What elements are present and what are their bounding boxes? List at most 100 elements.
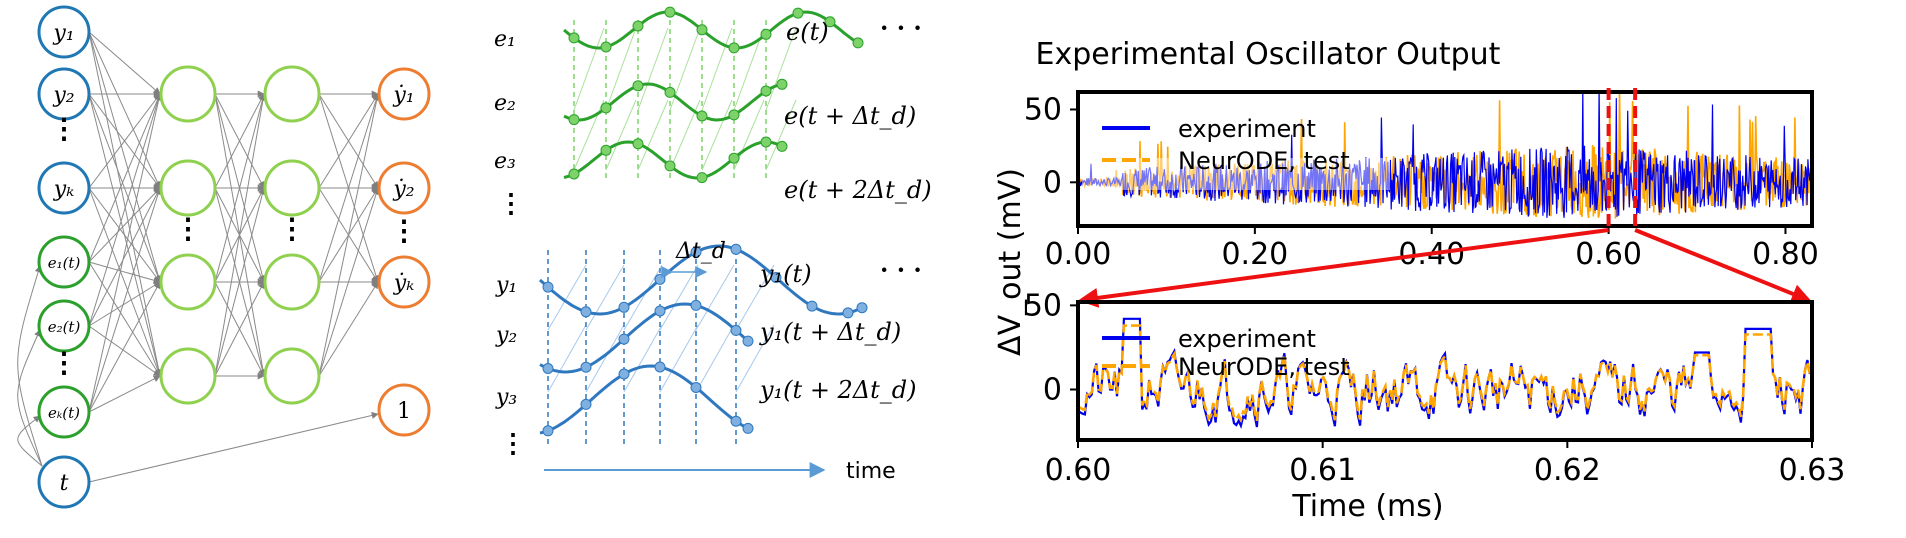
- edge-input-hidden: [88, 31, 161, 95]
- top-legend: experiment NeurODE, test: [1102, 115, 1350, 175]
- blue-diagonal: [623, 324, 663, 393]
- edge-input-hidden: [88, 93, 163, 413]
- delta-t-label: Δt_d: [675, 239, 726, 264]
- blue-series-point: [690, 299, 702, 311]
- green-series-line: [563, 140, 781, 180]
- input-vdots-2: ⋮: [50, 346, 78, 379]
- oscillator-charts: Experimental Oscillator Output 0.00 0.20 0…: [993, 37, 1845, 524]
- green-series-label-2: e(t + Δt_d): [784, 102, 916, 130]
- top-x-tick-label: 0.20: [1221, 237, 1288, 272]
- blue-series-point: [730, 243, 742, 255]
- blue-diagonal: [695, 264, 735, 331]
- green-series-point: [632, 20, 644, 32]
- blue-series-point: [730, 324, 742, 336]
- blue-series-point: [542, 363, 554, 374]
- hidden-node: [159, 65, 217, 123]
- delay-embedding-diagram: e₁ e₂ e₃ ⋮ e(t) · · · e(t + Δt_d) e(t + …: [494, 6, 932, 484]
- blue-series-point: [742, 422, 754, 434]
- hidden-node: [159, 159, 217, 217]
- green-diagonal: [637, 27, 669, 111]
- x-axis-label: Time (ms): [1291, 489, 1443, 524]
- edge-hidden-hidden: [214, 93, 265, 189]
- edge-hidden-output: [318, 281, 379, 377]
- chart-title: Experimental Oscillator Output: [1036, 37, 1501, 72]
- edge-hidden-hidden: [214, 281, 265, 377]
- output-node-1: ẏ₁: [377, 67, 431, 121]
- input-node-ek: eₖ(t): [37, 385, 91, 439]
- output-node-one: 1: [377, 383, 431, 437]
- blue-diagonal: [735, 264, 775, 331]
- blue-row-label-2: y₂: [495, 323, 517, 348]
- hidden-node: [159, 253, 217, 311]
- green-series-point: [696, 24, 708, 36]
- green-series-point: [568, 114, 580, 126]
- bottom-x-tick-label: 0.63: [1779, 453, 1846, 488]
- edge-input-hidden: [88, 281, 161, 327]
- green-series-point: [600, 41, 612, 53]
- blue-series-point: [654, 305, 666, 317]
- blue-series-line: [539, 302, 750, 374]
- green-diagonal: [573, 99, 605, 171]
- blue-series-point: [654, 273, 666, 285]
- top-x-tick-label: 0.80: [1752, 237, 1819, 272]
- input-node-y2: y₂: [37, 67, 91, 121]
- input-label-e1: e₁(t): [48, 254, 81, 272]
- green-series-point: [664, 6, 676, 18]
- hidden-node: [263, 65, 321, 123]
- edge-t-to-one: [88, 412, 379, 483]
- blue-series-point: [770, 272, 782, 283]
- bottom-x-tick-label: 0.62: [1534, 453, 1601, 488]
- green-series-point: [664, 86, 676, 98]
- top-y-tick-label: 50: [1024, 92, 1062, 127]
- blue-series-line: [539, 364, 749, 435]
- green-row-label-1: e₁: [494, 27, 516, 52]
- blue-series-point: [618, 301, 630, 313]
- zoom-right-arrow: [1634, 228, 1812, 304]
- hidden-node: [263, 253, 321, 311]
- blue-series-point: [580, 361, 592, 373]
- blue-series-point: [690, 246, 702, 258]
- top-x-tick-label: 0.00: [1045, 237, 1112, 272]
- delay-guide-lines: [547, 20, 797, 446]
- hidden-node: [159, 347, 217, 405]
- green-diagonal: [701, 99, 733, 171]
- hidden-layer-1: ⋮: [159, 65, 217, 405]
- edge-input-hidden: [88, 31, 161, 189]
- output-label-1: ẏ₁: [392, 83, 414, 108]
- green-series-point: [696, 172, 708, 184]
- top-legend-frame: [1082, 158, 1390, 190]
- green-series-point: [664, 160, 676, 172]
- green-series-point: [728, 109, 740, 121]
- edge-feedback: [17, 265, 43, 467]
- blue-series-point: [542, 281, 554, 293]
- edge-input-hidden: [88, 187, 161, 283]
- green-series-point: [776, 78, 788, 90]
- bottom-x-tick-label: 0.60: [1045, 453, 1112, 488]
- green-series-point: [728, 42, 740, 54]
- green-series-point: [792, 7, 804, 19]
- bottom-legend: experiment NeurODE, test: [1102, 325, 1350, 381]
- green-series-point: [728, 152, 740, 164]
- edge-input-hidden: [88, 31, 162, 283]
- green-series-point: [760, 28, 772, 40]
- input-label-t: t: [60, 471, 69, 496]
- blue-diagonal: [547, 324, 587, 393]
- time-axis-label: time: [846, 459, 896, 484]
- edge-hidden-output: [318, 187, 380, 377]
- input-node-yk: yₖ: [37, 161, 91, 215]
- edge-input-hidden: [88, 187, 161, 263]
- edge-input-hidden: [88, 31, 163, 377]
- input-label-y1: y₁: [52, 21, 74, 46]
- zoom-indicator: [1078, 88, 1812, 308]
- input-node-e2: e₂(t): [37, 299, 91, 353]
- delay-vdots-2: ⋮: [500, 429, 526, 459]
- green-diagonal: [669, 27, 701, 111]
- green-series-line: [563, 10, 861, 50]
- green-series-point: [824, 16, 836, 28]
- bottom-y-tick-label: 0: [1043, 373, 1062, 408]
- blue-row-label-1: y₁: [495, 273, 517, 298]
- edge-hidden-hidden: [214, 187, 266, 377]
- green-series-point: [776, 140, 788, 152]
